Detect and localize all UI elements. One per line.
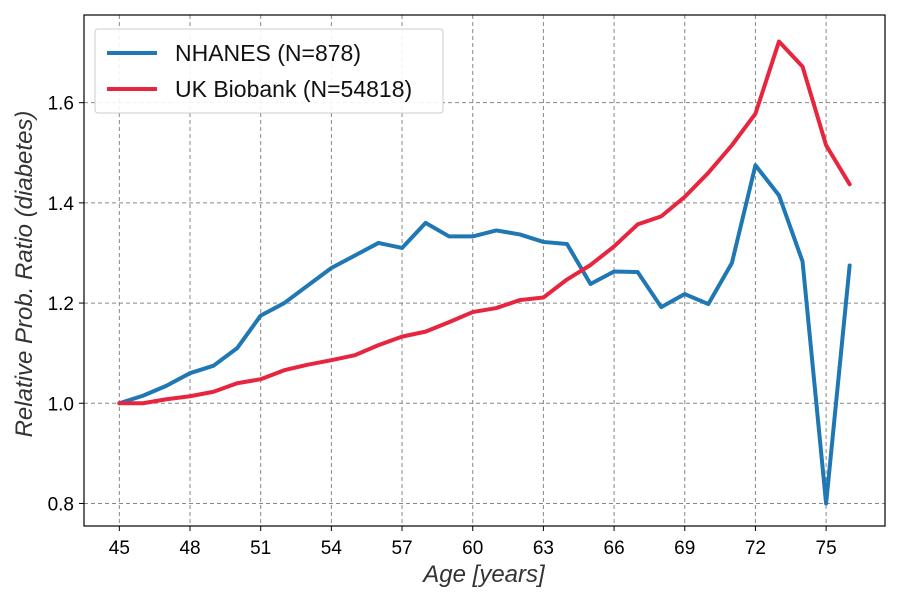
x-tick-label: 51 <box>250 538 271 559</box>
x-tick-label: 63 <box>533 538 554 559</box>
series-line-nhanes <box>117 163 852 506</box>
x-tick-label: 60 <box>462 538 483 559</box>
y-tick-label: 0.8 <box>48 494 74 515</box>
x-tick-label: 72 <box>745 538 766 559</box>
x-tick-label: 66 <box>604 538 625 559</box>
x-axis-label: Age [years] <box>421 561 546 588</box>
legend-box <box>94 28 444 114</box>
legend: NHANES (N=878) UK Biobank (N=54818) <box>94 28 444 114</box>
y-axis-label: Relative Prob. Ratio (diabetes) <box>11 111 38 438</box>
series-line-ukbiobank <box>117 39 852 406</box>
y-tick-label: 1.2 <box>48 294 74 315</box>
series-layer <box>117 39 852 506</box>
legend-label-ukbiobank: UK Biobank (N=54818) <box>175 76 412 102</box>
x-tick-label: 48 <box>179 538 200 559</box>
y-axis: 0.8 1.0 1.2 1.4 1.6 <box>48 94 84 515</box>
x-tick-label: 69 <box>674 538 695 559</box>
x-axis: 45 48 51 54 57 60 63 66 69 72 75 <box>109 526 837 559</box>
y-tick-label: 1.4 <box>48 194 75 215</box>
y-tick-label: 1.6 <box>48 94 74 115</box>
legend-label-nhanes: NHANES (N=878) <box>175 40 361 66</box>
plot-frame <box>83 14 886 527</box>
x-tick-label: 75 <box>816 538 837 559</box>
x-tick-label: 45 <box>109 538 130 559</box>
x-tick-label: 54 <box>321 538 343 559</box>
x-tick-label: 57 <box>391 538 412 559</box>
y-tick-label: 1.0 <box>48 394 74 415</box>
